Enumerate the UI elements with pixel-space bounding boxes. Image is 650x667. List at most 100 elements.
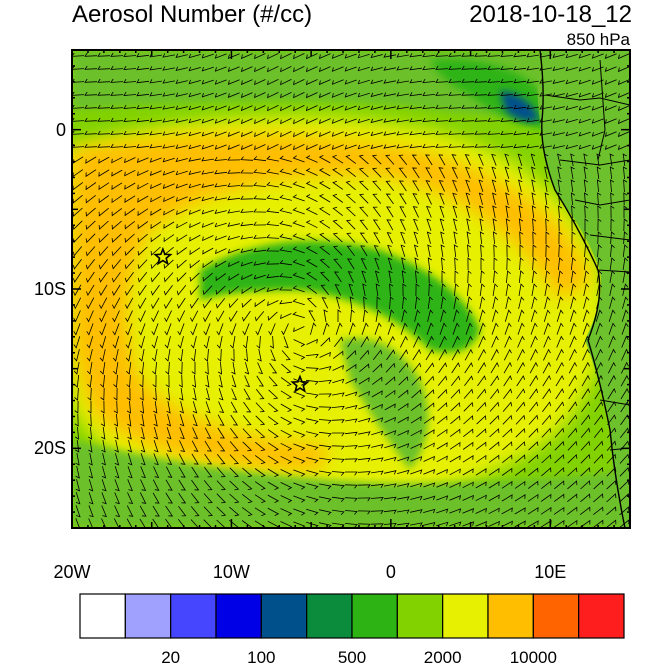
wind-barb (192, 427, 199, 440)
wind-barb (357, 457, 371, 462)
wind-barb (111, 169, 123, 177)
wind-barb (267, 494, 280, 503)
wind-barb (111, 182, 123, 190)
wind-barb (266, 247, 280, 252)
wind-barb (84, 143, 98, 148)
wind-barb (281, 350, 291, 361)
wind-barb (360, 335, 369, 348)
wind-barb (345, 377, 357, 384)
wind-barb (205, 375, 210, 388)
wind-barb (527, 507, 539, 515)
wind-barb (111, 156, 123, 164)
wind-barb (152, 518, 160, 528)
wind-barb (476, 401, 487, 412)
wind-barb (530, 348, 538, 361)
wind-barb (513, 92, 527, 97)
wind-barb (188, 144, 201, 150)
wind-barb (409, 144, 422, 149)
wind-barb (163, 221, 175, 229)
wind-barb (266, 195, 279, 201)
wind-barb (305, 118, 318, 125)
wind-barb (216, 467, 226, 478)
wind-barb (413, 335, 421, 348)
wind-barb (101, 466, 107, 479)
wind-barb (319, 219, 331, 229)
wind-barb (610, 205, 615, 219)
wind-barb (532, 257, 537, 271)
wind-barb (344, 497, 358, 502)
wind-barb (565, 53, 578, 59)
wind-barb (72, 117, 85, 122)
wind-barb (514, 520, 526, 528)
wind-barb (97, 117, 111, 122)
wind-barb (388, 309, 395, 322)
wind-barb (179, 414, 185, 427)
wind-barb (528, 427, 539, 438)
wind-barb (72, 78, 85, 83)
colorbar-swatch (351, 593, 398, 639)
wind-barb (554, 467, 565, 477)
wind-barb (254, 287, 266, 294)
wind-barb (388, 270, 393, 283)
wind-barb (437, 375, 448, 386)
wind-barb (578, 131, 591, 137)
wind-barb (153, 414, 158, 427)
wind-barb (553, 519, 565, 528)
wind-barb (592, 519, 604, 528)
wind-barb (370, 66, 383, 72)
wind-barb (188, 131, 201, 137)
wind-barb (544, 296, 551, 309)
wind-barb (402, 283, 407, 297)
wind-barb (558, 205, 563, 219)
wind-barb (306, 392, 319, 399)
wind-barb (227, 105, 240, 111)
wind-barb (319, 232, 331, 242)
wind-barb (425, 193, 432, 205)
wind-barb (189, 259, 200, 269)
wind-barb (191, 453, 199, 465)
wind-barb (410, 495, 423, 501)
wind-barb (518, 205, 523, 218)
wind-barb (465, 166, 471, 179)
wind-barb (513, 144, 527, 149)
wind-barb (597, 205, 602, 219)
wind-barb (517, 309, 525, 322)
wind-barb (112, 349, 119, 362)
wind-barb (463, 388, 474, 399)
wind-barb (400, 231, 406, 244)
wind-barb (532, 218, 537, 232)
wind-barb (427, 244, 432, 257)
wind-barb (98, 271, 108, 283)
wind-barb (581, 361, 590, 374)
wind-barb (201, 105, 214, 111)
wind-barb (125, 310, 133, 323)
wind-barb (357, 144, 370, 150)
wind-barb (552, 53, 565, 58)
wind-barb (439, 322, 447, 335)
wind-barb (114, 440, 119, 453)
wind-barb (124, 208, 136, 217)
wind-barb (139, 400, 145, 414)
wind-barb (162, 170, 175, 176)
wind-barb (188, 105, 201, 111)
wind-barb (465, 322, 473, 335)
wind-barb (319, 245, 331, 256)
wind-barb (75, 453, 80, 466)
wind-barb (97, 78, 111, 83)
wind-barb (227, 156, 241, 161)
wind-barb (319, 271, 330, 282)
wind-barb (150, 183, 162, 190)
wind-barb (477, 375, 487, 387)
wind-barb (557, 270, 563, 283)
wind-barb (370, 144, 383, 150)
wind-barb (267, 92, 279, 99)
wind-barb (591, 92, 604, 98)
wind-barb (136, 105, 150, 110)
wind-barb (72, 233, 83, 244)
wind-barb (136, 92, 150, 97)
wind-barb (267, 481, 280, 490)
wind-barb (281, 363, 292, 374)
wind-barb (280, 131, 292, 138)
wind-barb (189, 234, 201, 242)
wind-barb (201, 66, 214, 72)
